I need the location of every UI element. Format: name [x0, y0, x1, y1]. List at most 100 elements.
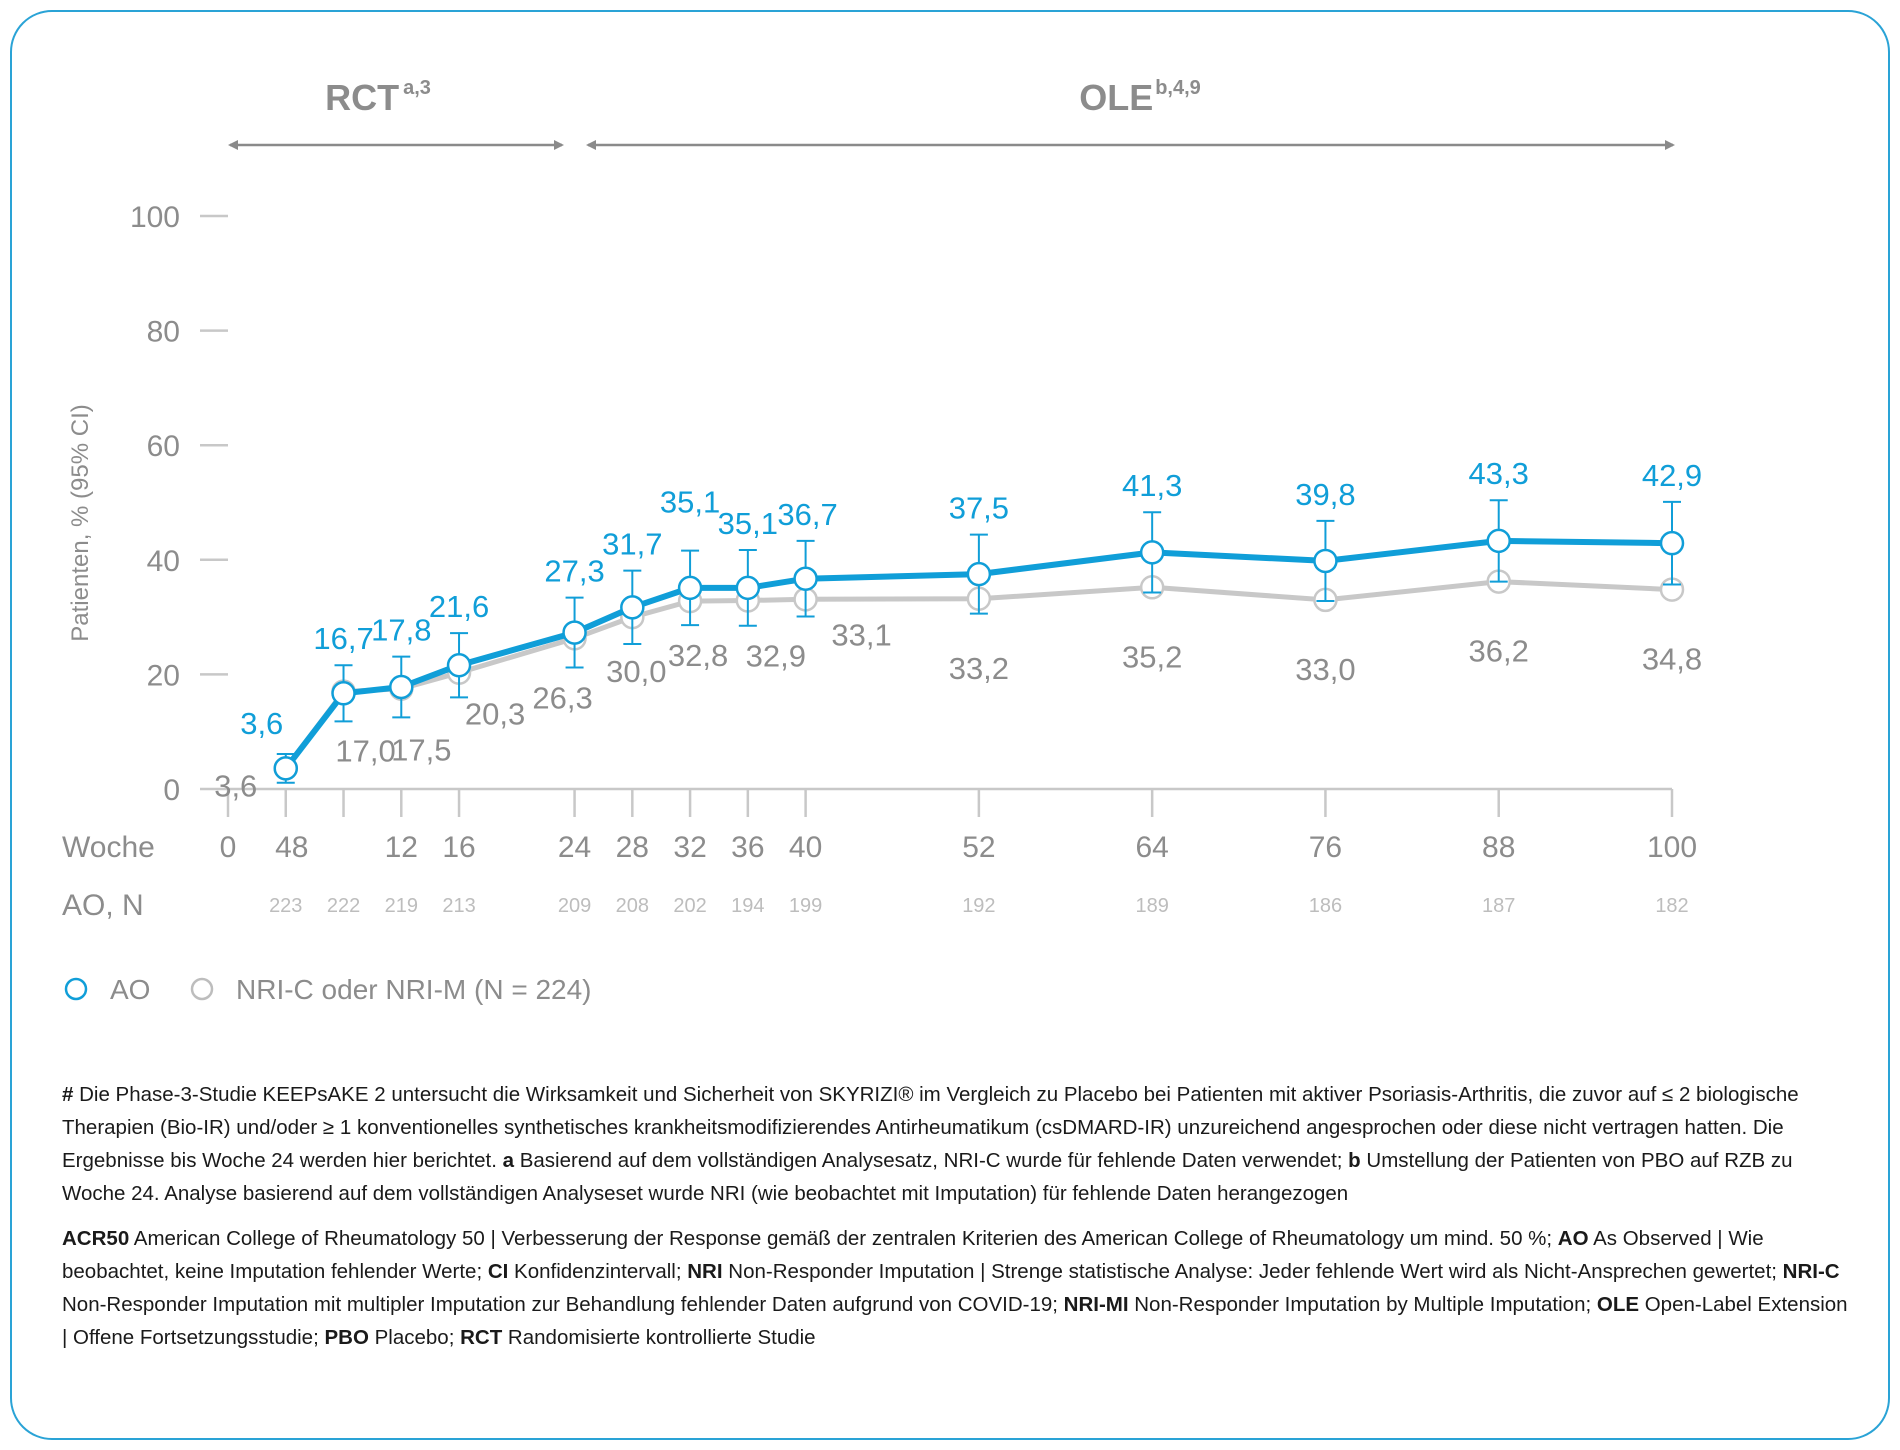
n-value-week-24: 209 — [558, 895, 591, 917]
fn2-segment-14: PBO — [324, 1326, 369, 1349]
ao-point-week-32 — [677, 575, 703, 601]
x-tick-label-64: 64 — [1135, 831, 1168, 864]
nri-label-week-12: 17,5 — [391, 733, 451, 768]
x-tick-label-0: 0 — [220, 831, 237, 864]
nri-label-week-32: 32,8 — [668, 638, 728, 673]
data-labels-nri: 3,6 17,017,5 20,3 26,3 30,0 32,8 32,9 33,1 33,2 3… — [214, 617, 1702, 803]
y-tick-label-80: 80 — [147, 316, 180, 349]
series-ao — [273, 499, 1685, 784]
phase-rct-name: RCT — [325, 77, 399, 118]
fn2-segment-11: Non-Responder Imputation by Multiple Imp… — [1128, 1293, 1597, 1316]
nri-label-week-36: 32,9 — [746, 638, 806, 673]
fn1-segment-3: Basierend auf dem vollständigen Analyses… — [514, 1149, 1349, 1172]
ao-label-week-52: 37,5 — [949, 491, 1009, 526]
ao-point-week-24 — [562, 620, 587, 645]
ao-label-week-24: 27,3 — [544, 554, 604, 589]
x-axis — [226, 787, 1674, 817]
fn2-segment-9: Non-Responder Imputation mit multipler I… — [62, 1293, 1064, 1316]
ao-label-week-4: 3,6 — [240, 706, 283, 741]
ao-label-week-40: 36,7 — [777, 497, 837, 532]
n-value-week-8: 222 — [327, 895, 360, 917]
ao-point-week-16 — [446, 652, 472, 678]
fn2-segment-7: Non-Responder Imputation | Strenge stati… — [722, 1260, 1783, 1283]
n-value-week-52: 192 — [962, 895, 995, 917]
fn2-segment-17: Randomisierte kontrollierte Studie — [502, 1326, 816, 1349]
x-tick-label-4: 48 — [275, 831, 308, 864]
legend-nri-marker — [190, 977, 214, 1001]
chart-card — [10, 10, 1890, 1440]
x-tick-label-12: 12 — [385, 831, 418, 864]
fn2-segment-5: Konfidenzintervall; — [508, 1260, 688, 1283]
n-value-week-88: 187 — [1482, 895, 1515, 917]
ao-label-week-28: 31,7 — [602, 527, 662, 562]
ao-label-week-8: 16,7 — [313, 621, 373, 656]
y-tick-label-100: 100 — [130, 201, 180, 234]
phase-ole-sup: b,4,9 — [1155, 77, 1201, 99]
ao-point-week-76 — [1313, 548, 1338, 574]
x-tick-label-32: 32 — [673, 831, 706, 864]
x-tick-label-100: 100 — [1647, 831, 1697, 864]
nri-label-week-8: 17,0 — [335, 734, 395, 769]
ao-point-week-36 — [735, 575, 761, 601]
fn2-segment-0: ACR50 — [62, 1227, 130, 1250]
footnotes: # Die Phase-3-Studie KEEPsAKE 2 untersuc… — [62, 1078, 1852, 1366]
fn1-segment-4: b — [1348, 1149, 1361, 1172]
nri-label-week-16: 20,3 — [465, 697, 525, 732]
x-tick-labels: 0 48 12 16 24 28 32 36 40 52 64 76 88 100 — [220, 831, 1697, 864]
ao-point-week-64 — [1139, 540, 1165, 565]
ao-label-week-36: 35,1 — [718, 506, 778, 541]
legend-nri-label: NRI-C oder NRI-M (N = 224) — [236, 974, 592, 1005]
legend-ao-marker — [64, 977, 88, 1001]
data-labels-ao: 3,616,717,821,627,331,735,135,1 36,7 37,54… — [240, 456, 1702, 741]
nri-label-week-52: 33,2 — [949, 651, 1009, 686]
fn1-segment-2: a — [502, 1149, 515, 1172]
n-value-week-76: 186 — [1309, 895, 1342, 917]
n-value-week-40: 199 — [789, 895, 822, 917]
phase-rct-sup: a,3 — [403, 77, 431, 99]
phase-title-ole: OLE b,4,9 — [1079, 77, 1201, 118]
n-value-week-36: 194 — [731, 895, 764, 917]
nri-label-week-40: 33,1 — [831, 617, 891, 652]
fn2-segment-6: NRI — [687, 1260, 723, 1283]
fn2-segment-10: NRI-MI — [1063, 1293, 1129, 1316]
x-tick-label-76: 76 — [1309, 831, 1342, 864]
n-value-week-28: 208 — [616, 895, 649, 917]
fn2-segment-16: RCT — [460, 1326, 503, 1349]
x-tick-label-88: 88 — [1482, 831, 1515, 864]
ao-label-week-76: 39,8 — [1295, 477, 1355, 512]
n-value-week-12: 219 — [385, 895, 418, 917]
n-value-week-32: 202 — [673, 895, 706, 917]
ao-label-week-16: 21,6 — [429, 589, 489, 624]
y-axis: 0 20 40 60 80 100 — [130, 201, 228, 807]
nri-label-week-76: 33,0 — [1295, 652, 1355, 687]
fn2-segment-3: As Observed | Wie beobachtet, keine Impu… — [62, 1227, 1764, 1283]
ao-point-week-4 — [273, 756, 299, 781]
phase-ole-name: OLE — [1079, 77, 1153, 118]
nri-label-week-64: 35,2 — [1122, 639, 1182, 674]
ao-label-week-100: 42,9 — [1642, 458, 1702, 493]
ao-point-week-40 — [793, 566, 818, 591]
x-tick-label-36: 36 — [731, 831, 764, 864]
ao-point-week-28 — [620, 595, 645, 620]
fn2-segment-1: American College of Rheumatology 50 | Ve… — [129, 1227, 1558, 1250]
ao-label-week-88: 43,3 — [1469, 456, 1529, 491]
n-values: 223 222 219 213 209 208 202 194 199 192 189 186 187 1… — [269, 895, 1689, 917]
n-row-label: AO, N — [62, 889, 144, 922]
x-tick-label-40: 40 — [789, 831, 822, 864]
y-tick-label-20: 20 — [147, 659, 180, 692]
fn2-segment-13: Open-Label Extension | Offene Fortsetzun… — [62, 1293, 1848, 1349]
ao-point-week-8 — [331, 681, 356, 706]
x-tick-label-28: 28 — [616, 831, 649, 864]
x-tick-label-52: 52 — [962, 831, 995, 864]
n-value-week-100: 182 — [1655, 895, 1688, 917]
n-value-week-64: 189 — [1135, 895, 1168, 917]
ao-point-week-88 — [1486, 528, 1511, 554]
legend-ao-label: AO — [110, 974, 150, 1005]
footnote-abbreviations: ACR50 American College of Rheumatology 5… — [62, 1222, 1852, 1354]
y-axis-label: Patienten, % (95% CI) — [67, 404, 94, 641]
ao-point-week-12 — [389, 674, 414, 700]
nri-label-week-88: 36,2 — [1469, 634, 1529, 669]
n-value-week-4: 223 — [269, 895, 302, 917]
x-tick-label-16: 16 — [442, 831, 475, 864]
